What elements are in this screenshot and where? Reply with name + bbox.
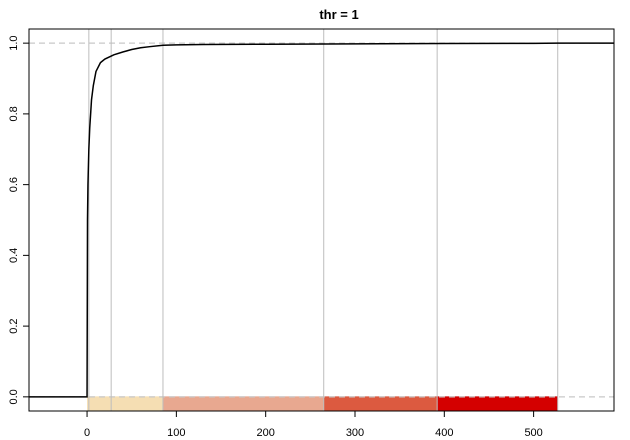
plot-area [29,29,614,411]
x-tick-label-100: 100 [167,427,185,439]
series-line-1 [29,42,614,398]
x-tick-label-200: 200 [256,427,274,439]
y-tick-label-0.0: 0.0 [8,389,20,404]
y-tick-label-0.6: 0.6 [8,177,20,192]
y-tick-label-1.0: 1.0 [8,35,20,50]
color-band-2 [162,396,324,411]
color-band-1 [87,396,163,411]
color-band-4 [437,396,558,411]
x-tick-label-0: 0 [84,427,90,439]
y-axis: 0.0 0.2 0.4 0.6 0.8 1.0 [8,35,29,405]
x-tick-label-300: 300 [346,427,364,439]
x-axis: 0 100 200 300 400 500 [84,411,543,439]
x-tick-label-500: 500 [524,427,542,439]
x-tick-label-400: 400 [435,427,453,439]
y-tick-label-0.8: 0.8 [8,106,20,121]
chart-title: thr = 1 [319,7,358,22]
color-band-3 [323,396,438,411]
plot-frame [28,28,615,412]
y-tick-label-0.2: 0.2 [8,318,20,333]
y-tick-label-0.4: 0.4 [8,248,20,263]
